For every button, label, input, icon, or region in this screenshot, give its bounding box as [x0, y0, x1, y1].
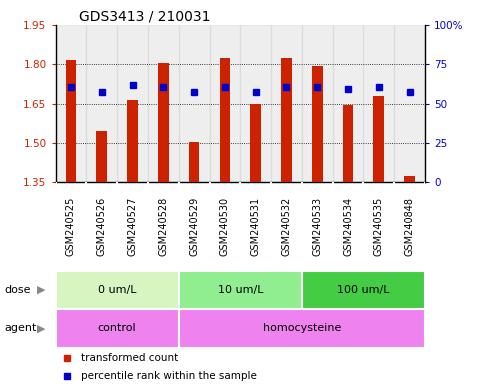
Bar — [56, 271, 179, 309]
Text: GSM240531: GSM240531 — [251, 197, 261, 256]
Bar — [148, 25, 179, 182]
Bar — [302, 271, 425, 309]
Text: GSM240530: GSM240530 — [220, 197, 230, 256]
Bar — [394, 25, 425, 182]
Text: 0 um/L: 0 um/L — [98, 285, 136, 295]
Text: GSM240529: GSM240529 — [189, 197, 199, 256]
Text: GSM240534: GSM240534 — [343, 197, 353, 256]
Bar — [56, 309, 179, 348]
Bar — [404, 176, 415, 182]
Bar — [179, 25, 210, 182]
Bar — [342, 105, 354, 182]
Bar — [373, 96, 384, 182]
Bar — [240, 25, 271, 182]
Bar — [302, 25, 333, 182]
Text: percentile rank within the sample: percentile rank within the sample — [82, 371, 257, 381]
Text: dose: dose — [5, 285, 31, 295]
Bar — [117, 25, 148, 182]
Text: GDS3413 / 210031: GDS3413 / 210031 — [79, 10, 211, 23]
Text: transformed count: transformed count — [82, 353, 179, 363]
Text: ▶: ▶ — [37, 323, 45, 333]
Bar — [250, 104, 261, 182]
Text: GSM240848: GSM240848 — [405, 197, 414, 256]
Text: GSM240526: GSM240526 — [97, 197, 107, 256]
Text: GSM240527: GSM240527 — [128, 197, 138, 256]
Bar — [364, 25, 394, 182]
Bar — [179, 309, 425, 348]
Bar — [96, 131, 107, 182]
Text: 10 um/L: 10 um/L — [217, 285, 263, 295]
Text: control: control — [98, 323, 136, 333]
Bar — [210, 25, 240, 182]
Text: GSM240535: GSM240535 — [374, 197, 384, 256]
Bar — [219, 58, 230, 182]
Text: ▶: ▶ — [37, 285, 45, 295]
Bar — [189, 142, 199, 182]
Bar — [158, 63, 169, 182]
Text: agent: agent — [5, 323, 37, 333]
Bar — [179, 271, 302, 309]
Text: 100 um/L: 100 um/L — [337, 285, 390, 295]
Bar — [271, 25, 302, 182]
Bar — [333, 25, 364, 182]
Text: GSM240533: GSM240533 — [313, 197, 322, 256]
Text: GSM240532: GSM240532 — [282, 197, 291, 256]
Bar — [312, 66, 323, 182]
Bar — [281, 58, 292, 182]
Bar — [86, 25, 117, 182]
Text: GSM240528: GSM240528 — [158, 197, 168, 256]
Text: GSM240525: GSM240525 — [66, 197, 76, 256]
Bar — [127, 100, 138, 182]
Bar — [66, 60, 76, 182]
Bar — [56, 25, 86, 182]
Text: homocysteine: homocysteine — [263, 323, 341, 333]
